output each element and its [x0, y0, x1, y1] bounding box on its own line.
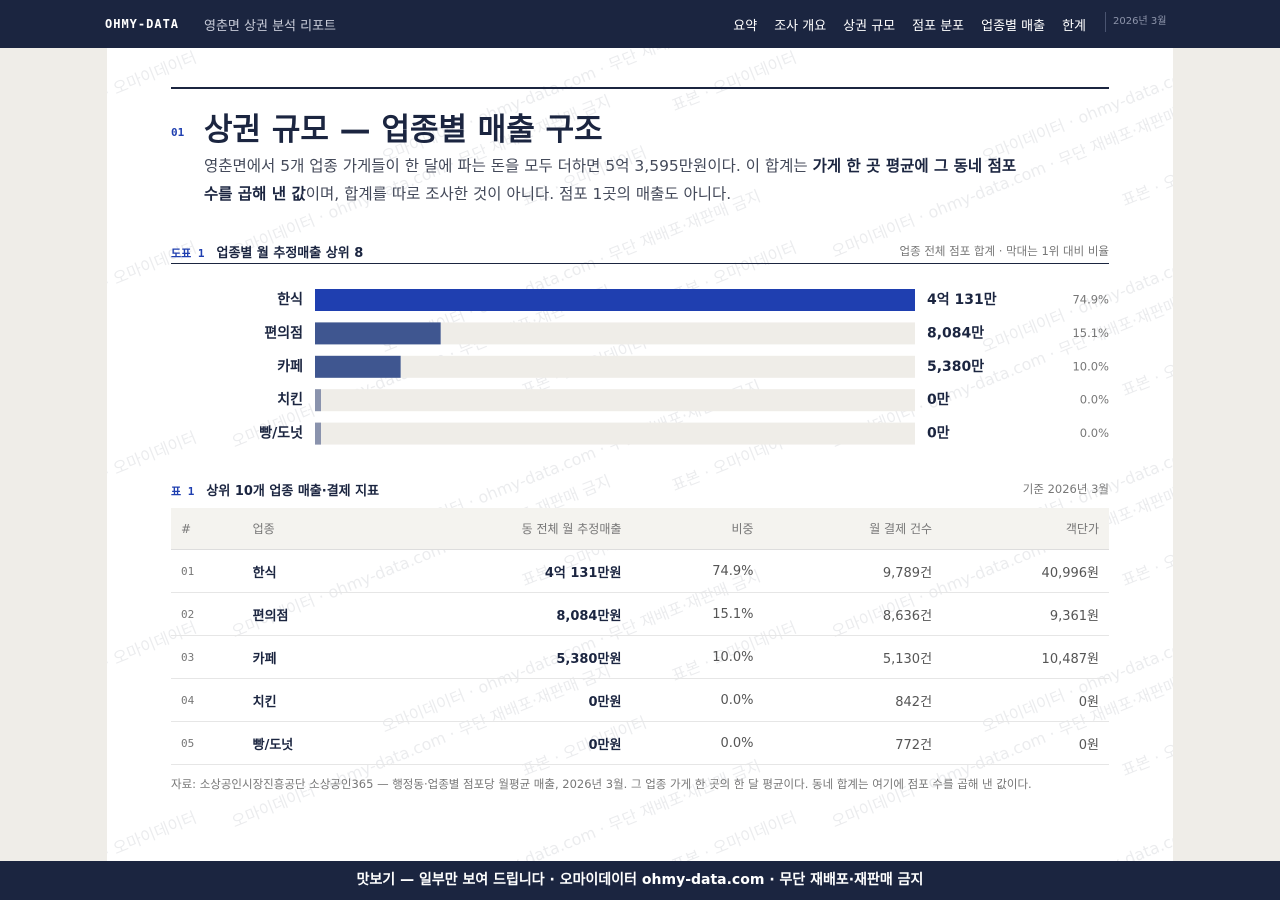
footer-banner: 맛보기 — 일부만 보여 드립니다 · 오마이데이터 ohmy-data.com…: [0, 861, 1280, 900]
bar: [315, 389, 321, 412]
table-cell: 0원: [942, 678, 1109, 722]
bar-track: [315, 389, 915, 412]
bar-chart: 한식 4억 131만 74.9% 편의점 8,084만 15.1% 카페 5,380만 10.0…: [259, 289, 1109, 445]
column-header: 업종: [242, 508, 374, 550]
nav-link[interactable]: 점포 분포: [912, 19, 965, 34]
share-label: 0.0%: [1080, 393, 1109, 407]
table-cell: 8,084만원: [373, 592, 632, 636]
nav-links: 요약 조사 개요 상권 규모 점포 분포 업종별 매출 한계: [733, 15, 1086, 34]
value-label: 4억 131만: [927, 292, 997, 308]
table-cell: 15.1%: [631, 592, 764, 636]
table-cell: 10,487원: [942, 635, 1109, 679]
brand[interactable]: OHMY-DATA: [105, 17, 180, 31]
metrics-table: # 업종 동 전체 월 추정매출 비중 월 결제 건수 객단가 01 한식 4억 131만원 74…: [171, 508, 1109, 765]
table-cell: 한식: [242, 549, 374, 593]
share-label: 10.0%: [1072, 359, 1109, 373]
table-cell: 편의점: [242, 592, 374, 636]
share-label: 15.1%: [1072, 326, 1109, 340]
table-row: 03 카페 5,380만원 10.0% 5,130건 10,487원: [171, 635, 1109, 679]
text: 이며, 합계를 따로 조사한 것이 아니다. 점포 1곳의 매출도 아니다.: [305, 185, 732, 203]
table-cell: 8,636건: [763, 592, 943, 636]
column-header: 비중: [631, 508, 764, 550]
report-date: 2026년 3월: [1105, 12, 1166, 32]
nav-link[interactable]: 업종별 매출: [981, 19, 1046, 34]
category-label: 카페: [277, 359, 303, 375]
table-label: 표 1: [171, 485, 195, 498]
table-cell: 04: [171, 678, 243, 722]
value-label: 0만: [927, 426, 950, 442]
column-header: #: [171, 508, 243, 550]
table-cell: 05: [171, 721, 243, 765]
chart-header: 도표 1 업종별 월 추정매출 상위 8 업종 전체 점포 합계 · 막대는 1위…: [171, 242, 1109, 264]
bar: [315, 289, 915, 311]
section-number: 01: [171, 126, 185, 139]
bar-track: [315, 322, 915, 345]
bar: [315, 355, 401, 378]
table-cell: 0원: [942, 721, 1109, 765]
table-cell: 10.0%: [631, 635, 764, 679]
section-paragraph: 영춘면에서 5개 업종 가게들이 한 달에 파는 돈을 모두 더하면 5억 3,…: [204, 152, 1024, 208]
chart-note: 업종 전체 점포 합계 · 막대는 1위 대비 비율: [899, 244, 1110, 258]
table-cell: 5,130건: [763, 635, 943, 679]
section-title: 상권 규모 — 업종별 매출 구조: [204, 112, 603, 148]
table-cell: 03: [171, 635, 243, 679]
nav-link[interactable]: 조사 개요: [774, 19, 827, 34]
share-label: 74.9%: [1072, 293, 1109, 307]
table-cell: 02: [171, 592, 243, 636]
table-cell: 9,361원: [942, 592, 1109, 636]
report-subtitle: 영춘면 상권 분석 리포트: [204, 19, 336, 34]
value-label: 8,084만: [927, 325, 984, 341]
table-cell: 01: [171, 549, 243, 593]
top-nav: OHMY-DATA 영춘면 상권 분석 리포트 요약 조사 개요 상권 규모 점포 분…: [0, 0, 1280, 48]
category-label: 치킨: [277, 391, 303, 408]
table-row: 01 한식 4억 131만원 74.9% 9,789건 40,996원: [171, 549, 1109, 593]
table-cell: 0.0%: [631, 721, 764, 765]
table-row: 02 편의점 8,084만원 15.1% 8,636건 9,361원: [171, 592, 1109, 636]
column-header: 객단가: [942, 508, 1109, 550]
table-cell: 772건: [763, 721, 943, 765]
table-title: 상위 10개 업종 매출·결제 지표: [206, 484, 380, 499]
value-label: 0만: [927, 392, 950, 408]
table-cell: 4억 131만원: [373, 549, 632, 593]
chart-title: 업종별 월 추정매출 상위 8: [216, 246, 364, 261]
category-label: 빵/도넛: [259, 426, 303, 442]
section-rule: [171, 87, 1109, 89]
bar-track: [315, 422, 915, 445]
bar: [315, 422, 321, 445]
table-cell: 치킨: [242, 678, 374, 722]
nav-link[interactable]: 요약: [733, 19, 758, 34]
category-label: 편의점: [264, 324, 303, 341]
bar: [315, 322, 441, 345]
chart-label: 도표 1: [171, 247, 205, 260]
share-label: 0.0%: [1080, 426, 1109, 440]
table-row: 05 빵/도넛 0만원 0.0% 772건 0원: [171, 721, 1109, 765]
table-cell: 5,380만원: [373, 635, 632, 679]
nav-link[interactable]: 한계: [1062, 19, 1086, 34]
table-cell: 40,996원: [942, 549, 1109, 593]
category-label: 한식: [277, 292, 303, 308]
text: 영춘면에서 5개 업종 가게들이 한 달에 파는 돈을 모두 더하면 5억 3,…: [204, 157, 813, 175]
table-cell: 0만원: [373, 721, 632, 765]
table-cell: 0.0%: [631, 678, 764, 722]
table-cell: 842건: [763, 678, 943, 722]
nav-link[interactable]: 상권 규모: [843, 19, 896, 34]
source-note: 자료: 소상공인시장진흥공단 소상공인365 — 행정동·업종별 점포당 월평균…: [171, 777, 1032, 791]
table-row: 04 치킨 0만원 0.0% 842건 0원: [171, 678, 1109, 722]
table-cell: 카페: [242, 635, 374, 679]
table-note: 기준 2026년 3월: [1022, 482, 1109, 496]
table-header: 표 1 상위 10개 업종 매출·결제 지표 기준 2026년 3월: [171, 480, 1109, 501]
column-header: 월 결제 건수: [763, 508, 943, 550]
table-cell: 74.9%: [631, 549, 764, 593]
table-cell: 0만원: [373, 678, 632, 722]
value-label: 5,380만: [927, 359, 984, 375]
table-cell: 빵/도넛: [242, 721, 374, 765]
emphasis: 가게 한 곳 평균에 그 동네 점포 수를 곱해 낸 값: [204, 157, 1017, 203]
column-header: 동 전체 월 추정매출: [373, 508, 632, 550]
bar-track: [315, 355, 915, 378]
table-cell: 9,789건: [763, 549, 943, 593]
